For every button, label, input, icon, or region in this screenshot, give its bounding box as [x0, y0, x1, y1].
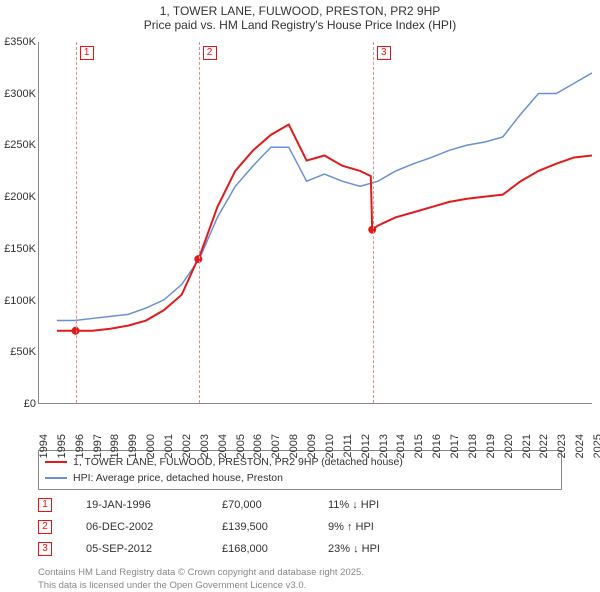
legend-swatch-2: [45, 477, 67, 479]
sale-diff: 11% ↓ HPI: [328, 494, 428, 516]
x-tick-label: 2022: [538, 434, 550, 458]
x-tick-label: 1994: [38, 434, 50, 458]
x-tick-label: 2004: [217, 434, 229, 458]
y-tick-label: £150K: [4, 243, 36, 255]
sale-vertical-line: [373, 42, 374, 403]
sale-diff: 23% ↓ HPI: [328, 538, 428, 560]
x-tick-label: 2014: [395, 434, 407, 458]
x-tick-label: 2000: [145, 434, 157, 458]
x-tick-label: 2020: [503, 434, 515, 458]
sale-marker-3: 3: [377, 46, 391, 60]
legend-label-2: HPI: Average price, detached house, Pres…: [73, 470, 283, 486]
x-tick-label: 2017: [449, 434, 461, 458]
x-tick-label: 1997: [92, 434, 104, 458]
x-tick-label: 2019: [485, 434, 497, 458]
y-tick-label: £300K: [4, 88, 36, 100]
sale-vertical-line: [199, 42, 200, 403]
legend-swatch-1: [45, 461, 67, 463]
x-tick-label: 2001: [163, 434, 175, 458]
y-tick-label: £100K: [4, 295, 36, 307]
y-tick-label: £250K: [4, 139, 36, 151]
x-tick-label: 2018: [467, 434, 479, 458]
legend-row-2: HPI: Average price, detached house, Pres…: [45, 470, 555, 486]
sale-idx: 3: [38, 542, 52, 556]
sales-table: 1 19-JAN-1996 £70,000 11% ↓ HPI 2 06-DEC-2002…: [38, 494, 562, 560]
x-tick-label: 2007: [270, 434, 282, 458]
sale-date: 05-SEP-2012: [86, 538, 196, 560]
x-tick-label: 2005: [235, 434, 247, 458]
x-tick-label: 2016: [431, 434, 443, 458]
sale-date: 19-JAN-1996: [86, 494, 196, 516]
x-tick-label: 1995: [56, 434, 68, 458]
x-tick-label: 2003: [199, 434, 211, 458]
chart-svg: [39, 42, 592, 403]
sale-marker-1: 1: [80, 46, 94, 60]
x-tick-label: 1996: [74, 434, 86, 458]
sale-price: £168,000: [222, 538, 302, 560]
y-tick-label: £50K: [10, 346, 36, 358]
sale-idx: 1: [38, 498, 52, 512]
x-axis: 1994199519961997199819992000200120022003…: [38, 406, 592, 446]
y-tick-label: £350K: [4, 36, 36, 48]
x-tick-label: 2025: [592, 434, 600, 458]
title-line2: Price paid vs. HM Land Registry's House …: [0, 18, 600, 36]
series-line: [57, 73, 592, 321]
x-tick-label: 2015: [413, 434, 425, 458]
sale-price: £70,000: [222, 494, 302, 516]
footer-line1: Contains HM Land Registry data © Crown c…: [38, 566, 562, 579]
sale-price: £139,500: [222, 516, 302, 538]
sale-row: 3 05-SEP-2012 £168,000 23% ↓ HPI: [38, 538, 562, 560]
y-tick-label: £0: [24, 398, 36, 410]
footer-line2: This data is licensed under the Open Gov…: [38, 579, 562, 592]
x-tick-label: 2010: [324, 434, 336, 458]
y-axis: £0 £50K £100K £150K £200K £250K £300K £350K: [0, 36, 38, 446]
x-tick-label: 2021: [521, 434, 533, 458]
x-tick-label: 2012: [360, 434, 372, 458]
title-line1: 1, TOWER LANE, FULWOOD, PRESTON, PR2 9HP: [0, 0, 600, 18]
x-tick-label: 2002: [181, 434, 193, 458]
x-tick-label: 2006: [252, 434, 264, 458]
y-tick-label: £200K: [4, 191, 36, 203]
x-tick-label: 1999: [127, 434, 139, 458]
sale-date: 06-DEC-2002: [86, 516, 196, 538]
x-tick-label: 2011: [342, 434, 354, 458]
sale-row: 1 19-JAN-1996 £70,000 11% ↓ HPI: [38, 494, 562, 516]
x-tick-label: 1998: [109, 434, 121, 458]
series-line: [57, 124, 592, 330]
sale-marker-2: 2: [203, 46, 217, 60]
chart-area: £0 £50K £100K £150K £200K £250K £300K £350K 1 2 3…: [0, 36, 600, 446]
sale-diff: 9% ↑ HPI: [328, 516, 428, 538]
x-tick-label: 2009: [306, 434, 318, 458]
plot-area: 1 2 3: [38, 42, 592, 404]
sale-vertical-line: [76, 42, 77, 403]
x-tick-label: 2013: [378, 434, 390, 458]
sale-row: 2 06-DEC-2002 £139,500 9% ↑ HPI: [38, 516, 562, 538]
sale-idx: 2: [38, 520, 52, 534]
footer: Contains HM Land Registry data © Crown c…: [38, 566, 562, 592]
x-tick-label: 2024: [574, 434, 586, 458]
x-tick-label: 2023: [556, 434, 568, 458]
x-tick-label: 2008: [288, 434, 300, 458]
